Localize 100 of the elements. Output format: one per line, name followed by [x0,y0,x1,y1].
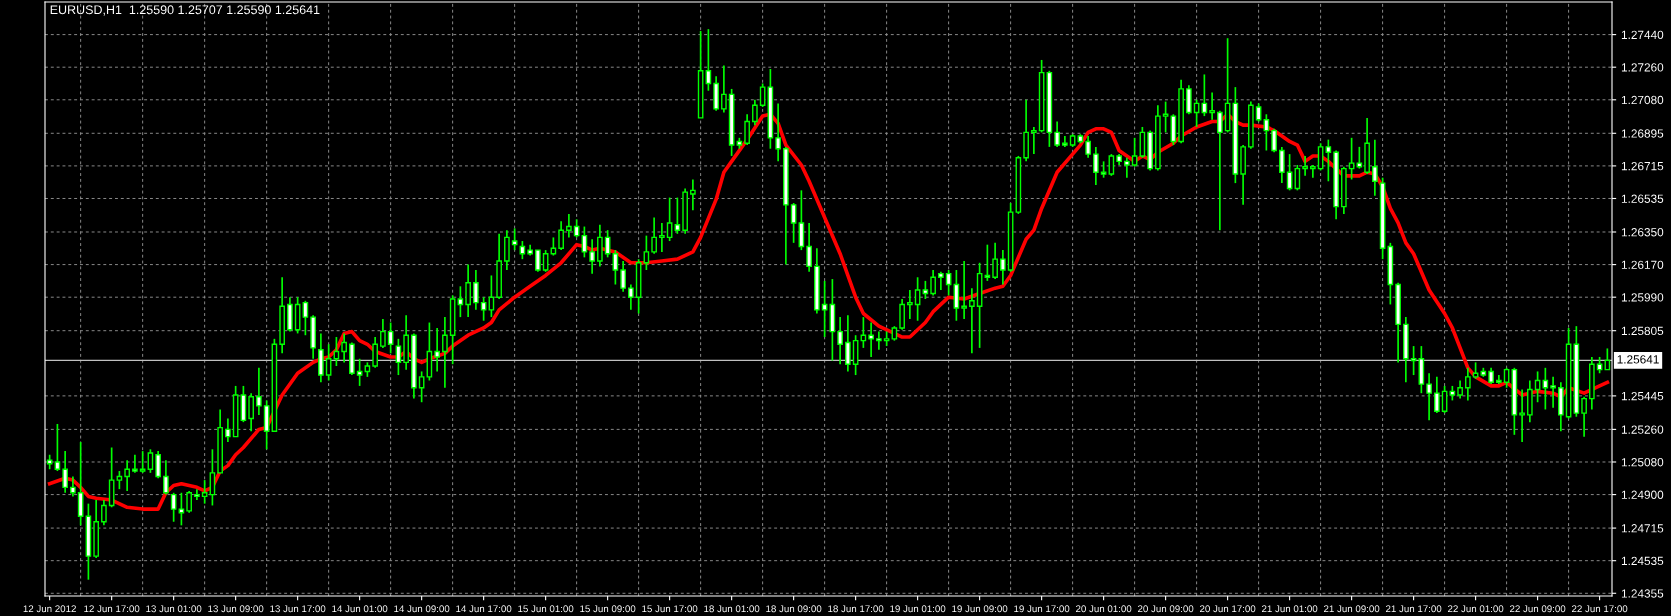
candlestick [930,269,936,297]
candlestick [62,450,68,494]
candlestick [1503,366,1510,389]
candlestick [992,242,998,280]
candlestick [1209,91,1215,121]
candlestick [155,450,161,480]
candlestick [690,178,696,212]
candlestick [542,249,549,273]
x-tick-label: 12 Jun 17:00 [84,605,140,613]
candlestick [566,213,572,239]
candlestick [705,28,712,92]
candlestick [651,216,657,255]
candlestick [945,269,952,297]
candlestick [1410,345,1417,376]
candlestick [535,249,541,273]
x-tick-label: 21 Jun 09:00 [1323,605,1380,613]
x-tick-label: 14 Jun 01:00 [332,605,388,613]
x-tick-label: 15 Jun 17:00 [642,605,698,613]
x-tick-label: 21 Jun 17:00 [1385,605,1442,613]
candlestick [1550,376,1556,409]
candlestick [465,263,471,318]
candlestick [248,392,254,433]
candlestick [356,357,363,387]
candlestick [1302,155,1308,177]
candlestick [186,490,192,514]
x-tick-label: 22 Jun 09:00 [1509,605,1566,613]
candlestick [488,274,495,318]
y-tick-label: 1.27440 [1621,30,1664,39]
y-tick-label: 1.27080 [1621,95,1664,105]
candlestick [1263,113,1270,152]
candlestick [868,321,874,358]
candlestick [597,223,603,268]
candlestick [744,113,750,146]
y-tick-label: 1.24355 [1621,589,1664,598]
x-tick-label: 15 Jun 01:00 [518,605,574,613]
candlestick [1186,84,1192,116]
x-tick-label: 19 Jun 01:00 [890,605,946,613]
x-tick-label: 18 Jun 09:00 [766,605,822,613]
candlestick [1271,127,1277,154]
candlestick [914,276,921,322]
candlestick [457,285,464,318]
candlestick [876,330,882,351]
candlestick [558,220,564,251]
candlestick [1124,156,1130,179]
y-tick-label: 1.24715 [1621,524,1664,533]
candlestick [1325,138,1332,183]
candlestick [620,260,626,293]
y-tick-label: 1.26350 [1621,228,1664,237]
ref-line-label: 1.25641 [1617,355,1659,364]
candlestick [790,202,797,244]
candlestick [504,229,510,271]
candlestick [852,334,859,376]
candlestick [1279,146,1285,184]
x-tick-label: 21 Jun 01:00 [1261,605,1318,613]
candlestick [1457,379,1463,400]
candlestick [721,64,727,114]
candlestick [139,450,146,474]
candlestick [806,222,812,273]
y-tick-label: 1.24535 [1621,556,1664,566]
candlestick [1108,153,1115,177]
candlestick [434,327,440,373]
x-tick-label: 13 Jun 17:00 [270,605,326,613]
candlestick [659,222,665,253]
y-tick-label: 1.25805 [1621,326,1664,336]
candlestick [387,321,394,355]
candlestick [581,225,588,259]
x-tick-label: 20 Jun 01:00 [1076,605,1132,613]
x-tick-label: 13 Jun 01:00 [146,605,202,613]
candlestick [1519,388,1525,443]
candlestick [899,298,905,331]
candlestick [1255,102,1262,123]
x-tick-label: 12 Jun 2012 [23,605,76,613]
candlestick [775,102,781,163]
y-tick-label: 1.26535 [1621,194,1664,203]
candlestick [54,423,61,472]
candlestick [643,234,650,271]
candlestick [1162,100,1169,134]
x-tick-label: 18 Jun 01:00 [704,605,760,613]
candlestick [798,189,805,251]
candlestick [1348,136,1355,181]
candlestick [953,269,960,322]
candlestick [201,479,208,505]
candlestick [70,475,76,498]
y-tick-label: 1.27260 [1621,63,1664,72]
y-tick-label: 1.26715 [1621,161,1664,171]
candlestick [1310,164,1316,179]
candlestick [1093,146,1099,186]
candlestick [821,280,828,338]
candlestick [380,318,386,349]
candlestick [1217,109,1223,232]
x-tick-label: 15 Jun 09:00 [580,605,636,613]
candlestick [116,470,123,490]
candlestick [612,249,619,286]
candlestick [961,260,967,320]
candlestick [628,283,634,311]
candlestick [256,366,262,416]
candlestick [418,370,425,404]
candlestick [1085,135,1091,159]
y-tick-label: 1.25080 [1621,458,1664,467]
x-tick-label: 20 Jun 09:00 [1138,605,1194,613]
